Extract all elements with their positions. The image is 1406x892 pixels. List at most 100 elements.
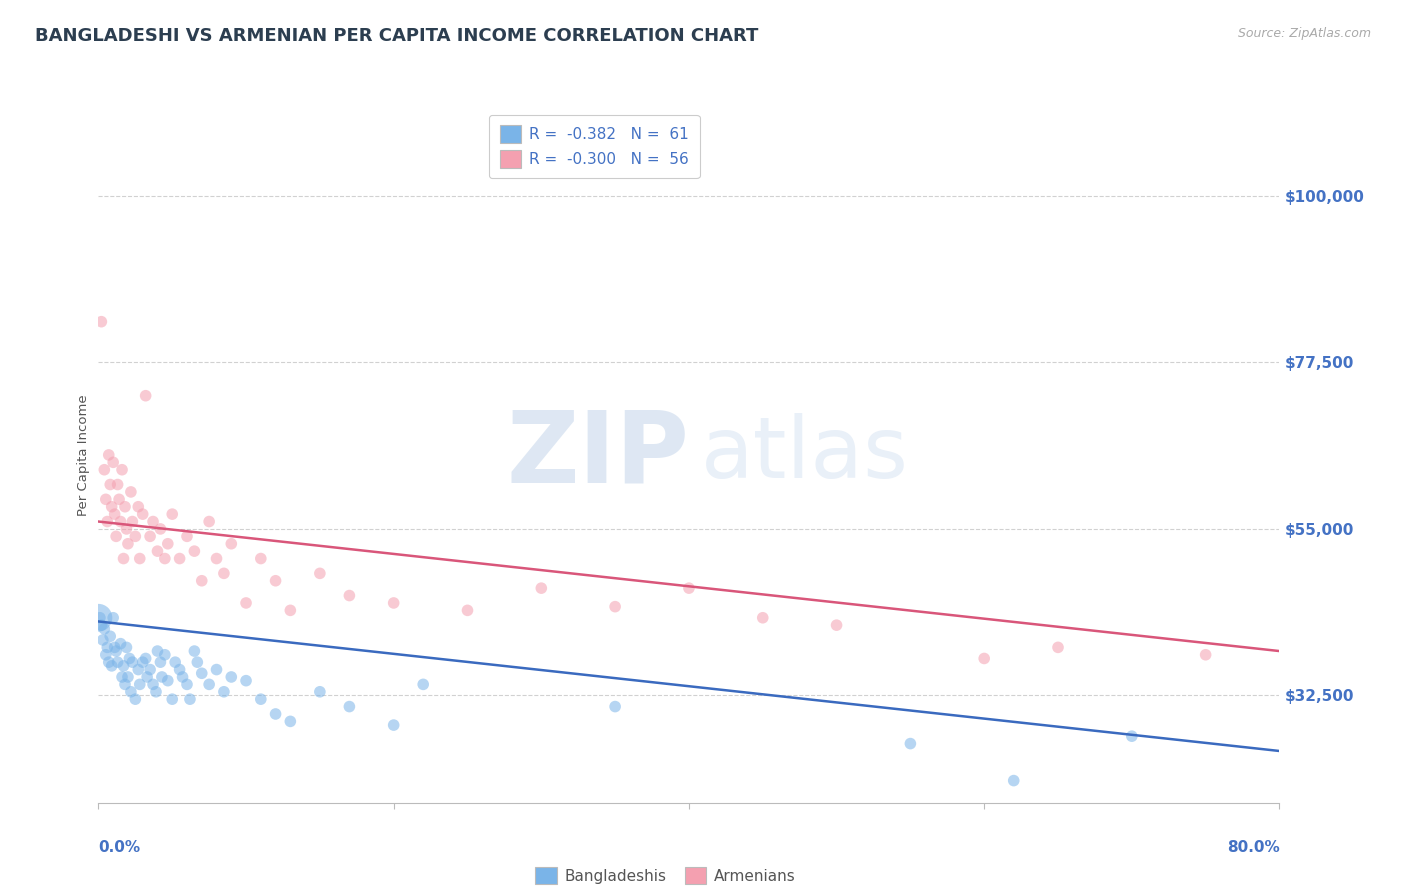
- Point: [235, 596, 257, 610]
- Point: [150, 670, 173, 684]
- Point: [87, 611, 110, 625]
- Point: [97, 448, 120, 462]
- Point: [111, 463, 134, 477]
- Point: [309, 685, 332, 699]
- Point: [128, 551, 150, 566]
- Point: [169, 663, 191, 677]
- Point: [115, 522, 138, 536]
- Point: [156, 673, 179, 688]
- Point: [135, 389, 157, 403]
- Point: [198, 677, 221, 691]
- Point: [91, 632, 114, 647]
- Point: [105, 644, 128, 658]
- Point: [751, 611, 773, 625]
- Point: [121, 655, 143, 669]
- Point: [118, 651, 141, 665]
- Point: [112, 551, 135, 566]
- Point: [103, 611, 125, 625]
- Point: [120, 484, 142, 499]
- Point: [191, 574, 214, 588]
- Point: [219, 537, 242, 551]
- Point: [96, 515, 118, 529]
- Text: 0.0%: 0.0%: [98, 839, 141, 855]
- Point: [124, 529, 146, 543]
- Point: [205, 663, 228, 677]
- Point: [117, 670, 139, 684]
- Point: [605, 699, 627, 714]
- Point: [146, 644, 169, 658]
- Point: [198, 515, 221, 529]
- Point: [139, 663, 162, 677]
- Point: [337, 699, 360, 714]
- Point: [127, 663, 149, 677]
- Point: [100, 658, 122, 673]
- Point: [183, 544, 205, 558]
- Point: [104, 507, 127, 521]
- Point: [132, 507, 155, 521]
- Point: [127, 500, 149, 514]
- Text: atlas: atlas: [700, 413, 908, 497]
- Point: [169, 551, 191, 566]
- Point: [96, 640, 118, 655]
- Point: [89, 611, 111, 625]
- Text: Source: ZipAtlas.com: Source: ZipAtlas.com: [1237, 27, 1371, 40]
- Point: [278, 714, 302, 729]
- Point: [456, 603, 478, 617]
- Point: [136, 670, 159, 684]
- Point: [162, 507, 183, 521]
- Point: [278, 603, 302, 617]
- Point: [93, 622, 115, 636]
- Point: [605, 599, 627, 614]
- Point: [264, 706, 287, 721]
- Point: [191, 666, 214, 681]
- Point: [900, 737, 922, 751]
- Point: [205, 551, 228, 566]
- Point: [110, 515, 132, 529]
- Point: [162, 692, 183, 706]
- Point: [110, 637, 132, 651]
- Point: [97, 655, 120, 669]
- Point: [94, 492, 117, 507]
- Point: [412, 677, 434, 691]
- Point: [115, 640, 138, 655]
- Point: [219, 670, 242, 684]
- Point: [132, 655, 155, 669]
- Point: [107, 477, 129, 491]
- Point: [149, 522, 172, 536]
- Point: [176, 677, 198, 691]
- Point: [103, 455, 125, 469]
- Point: [250, 551, 273, 566]
- Point: [183, 644, 205, 658]
- Point: [112, 658, 135, 673]
- Point: [135, 651, 157, 665]
- Point: [139, 529, 162, 543]
- Point: [94, 648, 117, 662]
- Point: [530, 581, 553, 595]
- Point: [117, 537, 139, 551]
- Point: [678, 581, 700, 595]
- Point: [108, 492, 131, 507]
- Point: [186, 655, 208, 669]
- Point: [114, 500, 136, 514]
- Point: [156, 537, 179, 551]
- Point: [105, 529, 128, 543]
- Point: [98, 477, 121, 491]
- Point: [90, 315, 112, 329]
- Point: [172, 670, 194, 684]
- Point: [250, 692, 273, 706]
- Point: [1195, 648, 1218, 662]
- Point: [111, 670, 134, 684]
- Point: [309, 566, 332, 581]
- Text: 80.0%: 80.0%: [1226, 839, 1279, 855]
- Text: ZIP: ZIP: [506, 407, 689, 503]
- Point: [149, 655, 172, 669]
- Point: [153, 648, 176, 662]
- Point: [93, 463, 115, 477]
- Point: [90, 618, 112, 632]
- Point: [107, 655, 129, 669]
- Legend: Bangladeshis, Armenians: Bangladeshis, Armenians: [527, 859, 803, 892]
- Point: [1002, 773, 1025, 788]
- Point: [1046, 640, 1069, 655]
- Point: [98, 629, 121, 643]
- Point: [176, 529, 198, 543]
